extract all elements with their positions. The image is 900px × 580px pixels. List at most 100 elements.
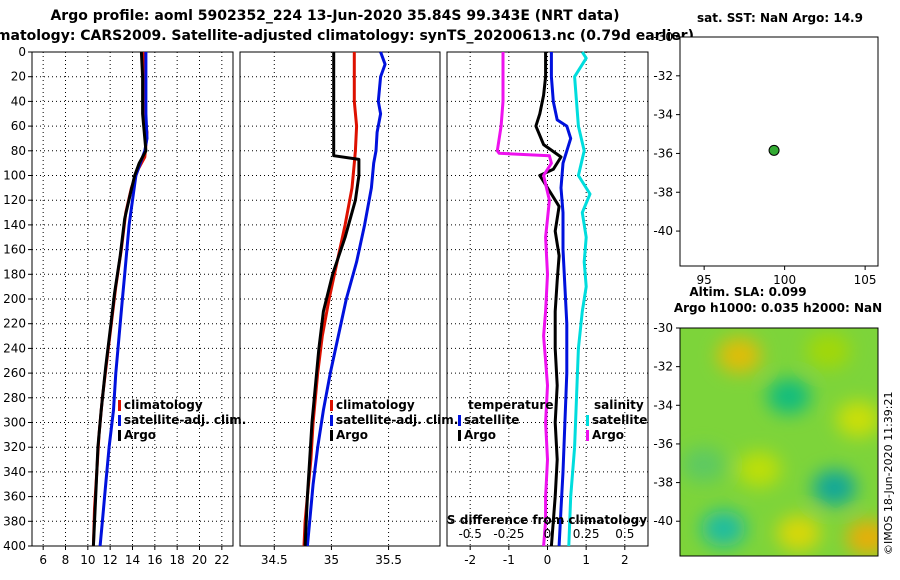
heatmap-y-tick-label: -36 [653,437,673,451]
series-line-salinity-satellite [567,51,592,547]
top-axis-tick-label: -0.25 [493,527,524,541]
depth-tick-label: 120 [3,193,26,207]
series-line-salinity-argo [495,52,553,547]
sla-subtitle: Argo h1000: 0.035 h2000: NaN [674,301,882,315]
x-tick-label: 16 [147,553,162,567]
legend-swatch [118,400,121,411]
depth-tick-label: 200 [3,292,26,306]
heatmap-blob [766,378,811,415]
map-x-tick-label: 100 [773,273,796,287]
legend-label: satellite-adj. clim. [336,413,458,427]
altimetry-sla-panel: Altim. SLA: 0.099 Argo h1000: 0.035 h2000… [653,285,895,557]
x-tick-label: 8 [62,553,70,567]
map-title: sat. SST: NaN Argo: 14.9 [697,11,863,25]
legend-swatch [586,415,589,426]
x-tick-label: 1 [582,553,590,567]
map-x-tick-label: 95 [697,273,712,287]
depth-tick-label: 220 [3,317,26,331]
heatmap-blob [737,451,782,488]
header-line-1: Argo profile: aoml 5902352_224 13-Jun-20… [50,8,619,24]
heatmap-y-tick-label: -34 [653,398,673,412]
top-axis-tick-label: 0 [544,527,552,541]
legend-label: Argo [124,428,156,442]
depth-tick-label: 320 [3,440,26,454]
legend-label: climatology [124,398,203,412]
depth-tick-label: 60 [11,119,26,133]
legend-swatch [458,415,461,426]
depth-tick-label: 360 [3,490,26,504]
x-tick-label: 10 [80,553,95,567]
depth-tick-label: 80 [11,144,26,158]
top-axis-tick-label: 0.5 [615,527,634,541]
heatmap-blobs [681,332,878,556]
legend-swatch [118,430,121,441]
series-line-argo [91,51,148,547]
legend-label: satellite [592,413,647,427]
depth-tick-label: 140 [3,218,26,232]
x-tick-label: 2 [621,553,629,567]
legend-label: Argo [464,428,496,442]
depth-tick-label: 400 [3,539,26,553]
heatmap-blob [701,510,746,547]
heatmap-blob [846,519,878,556]
x-tick-label: 35.5 [375,553,402,567]
map-y-tick-label: -34 [653,108,673,122]
heatmap-blob [776,515,821,552]
legend-swatch [330,430,333,441]
sla-title: Altim. SLA: 0.099 [689,285,806,299]
depth-tick-label: 260 [3,366,26,380]
depth-tick-label: 240 [3,341,26,355]
x-tick-label: 35 [324,553,339,567]
map-y-tick-label: -40 [653,224,673,238]
heatmap-blob [836,401,878,438]
argo-location-marker [768,144,780,156]
legend-salinity-title: salinity [594,398,644,412]
legend-swatch [458,430,461,441]
legend-label: satellite-adj. clim. [124,413,246,427]
depth-tick-label: 0 [18,45,26,59]
x-tick-label: 0 [544,553,552,567]
legend-label: satellite [464,413,519,427]
top-axis-tick-label: 0.25 [573,527,600,541]
map-y-tick-label: -38 [653,185,673,199]
header-line-2: Climatology: CARS2009. Satellite-adjuste… [0,28,694,44]
series-line-temperature-satellite [549,52,573,547]
depth-tick-label: 160 [3,243,26,257]
x-tick-label: 22 [214,553,229,567]
legend-swatch [118,415,121,426]
legend-swatch [586,430,589,441]
heatmap-blob [812,469,857,506]
legend-swatch [330,400,333,411]
depth-tick-label: 40 [11,94,26,108]
depth-tick-label: 180 [3,267,26,281]
difference-panel: -2 -1 0 1 2 -0.5 -0.25 0 0.25 0.5S difference fro… [446,51,649,567]
legend-label: Argo [592,428,624,442]
x-tick-label: 34.5 [261,553,288,567]
legend-label: Argo [336,428,368,442]
heatmap-frame [679,327,879,557]
series-line-satellite-adj-clim- [98,52,149,547]
depth-tick-label: 280 [3,391,26,405]
depth-tick-label: 100 [3,169,26,183]
depth-tick-label: 380 [3,514,26,528]
heatmap-field [680,328,878,556]
x-tick-label: 18 [170,553,185,567]
depth-tick-label: 340 [3,465,26,479]
x-tick-label: 6 [39,553,47,567]
x-tick-label: -2 [464,553,476,567]
series-line-argo [303,52,361,547]
map-y-tick-label: -30 [653,30,673,44]
heatmap-y-tick-label: -30 [653,321,673,335]
series-line-satellite-adj-clim- [305,51,387,547]
depth-tick-label: 20 [11,70,26,84]
x-tick-label: 20 [192,553,207,567]
map-x-tick-label: 105 [854,273,877,287]
heatmap-y-tick-label: -38 [653,476,673,490]
x-tick-label: 12 [103,553,118,567]
heatmap-y-tick-label: -40 [653,514,673,528]
heatmap-y-tick-label: -32 [653,360,673,374]
plot-frame [239,51,441,547]
x-tick-label: 14 [125,553,140,567]
